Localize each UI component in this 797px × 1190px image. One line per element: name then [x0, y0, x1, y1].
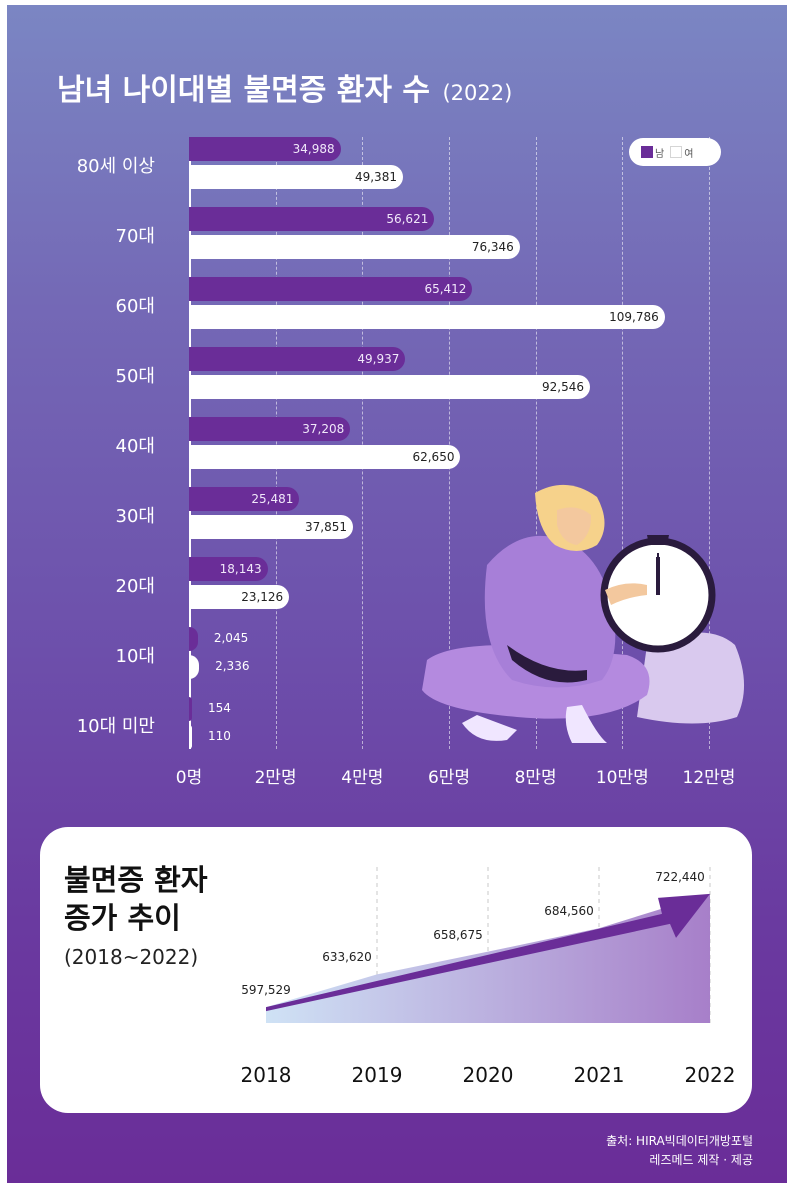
- gridline: [535, 137, 537, 749]
- chart-title-year: (2022): [442, 81, 513, 105]
- male-bar: 65,412: [189, 277, 473, 301]
- bar-value-label: 56,621: [386, 212, 429, 226]
- trend-value-label: 633,620: [322, 950, 372, 965]
- bar-value-label: 2,045: [213, 631, 249, 645]
- bar-value-label: 65,412: [424, 282, 467, 296]
- category-label: 60대: [115, 296, 155, 317]
- bar-value-label: 34,988: [292, 142, 335, 156]
- gridline: [622, 137, 624, 749]
- legend-swatch-female: [670, 146, 683, 158]
- male-bar: 34,988: [189, 137, 341, 161]
- bar-value-label: 49,381: [354, 170, 397, 184]
- gridline: [709, 137, 710, 749]
- trend-value-label: 597,529: [241, 983, 291, 998]
- female-bar: 109,786: [189, 305, 665, 329]
- woman-clock-illustration: [422, 484, 745, 743]
- female-bar: 37,851: [189, 515, 354, 539]
- trend-panel: 불면증 환자 증가 추이 (2018~2022) 597,529 2018 633,…: [40, 827, 752, 1113]
- trend-year-label: 2020: [462, 1063, 514, 1087]
- female-bar: 76,346: [189, 235, 520, 259]
- category-label: 10대: [115, 646, 155, 667]
- category-label: 70대: [115, 226, 155, 247]
- chart-title: 남녀 나이대별 불면증 환자 수 (2022): [57, 73, 513, 108]
- bar-value-label: 37,851: [305, 520, 348, 534]
- trend-value-label: 658,675: [433, 927, 483, 942]
- male-bar: 18,143: [189, 557, 268, 581]
- bar-value-label: 2,336: [215, 659, 250, 673]
- bar-value-label: 109,786: [609, 310, 659, 324]
- source-note: 출처: HIRA빅데이터개방포털 레즈메드 제작 · 제공: [606, 1132, 753, 1170]
- x-tick-label: 10만명: [595, 768, 649, 788]
- x-tick-label: 6만명: [427, 768, 471, 788]
- female-bar: 49,381: [189, 165, 403, 189]
- female-bar: 110: [189, 725, 231, 749]
- category-label: 20대: [115, 576, 155, 597]
- category-label: 30대: [115, 506, 155, 527]
- x-tick-label: 12만명: [682, 768, 736, 788]
- gridline: [275, 137, 277, 749]
- trend-subtitle: (2018~2022): [64, 945, 199, 969]
- trend-arrow: [266, 893, 710, 1012]
- male-bar: 37,208: [189, 417, 351, 441]
- trend-year-label: 2018: [240, 1063, 292, 1087]
- legend-swatch-male: [641, 146, 653, 158]
- trend-value-label: 722,440: [655, 869, 705, 884]
- x-tick-label: 2만명: [254, 768, 297, 788]
- infographic-poster: 남녀 나이대별 불면증 환자 수 (2022) 남 여 0명 2만명 4만명 6만명 8…: [7, 5, 787, 1183]
- trend-title-line-1: 불면증 환자: [64, 863, 208, 897]
- bar-value-label: 62,650: [412, 450, 455, 464]
- trend-year-label: 2021: [573, 1063, 625, 1087]
- bar-value-label: 23,126: [241, 590, 284, 604]
- category-label: 10대 미만: [76, 716, 155, 737]
- bar-value-label: 92,546: [542, 380, 585, 394]
- bar-value-label: 37,208: [302, 422, 345, 436]
- bar-value-label: 18,143: [219, 562, 262, 576]
- bar-value-label: 76,346: [471, 240, 514, 254]
- male-bar: 25,481: [189, 487, 300, 511]
- trend-svg: [266, 867, 711, 1023]
- trend-year-label: 2022: [684, 1063, 736, 1087]
- source-line-2: 레즈메드 제작 · 제공: [649, 1153, 753, 1167]
- trend-title-line-2: 증가 추이: [64, 901, 181, 935]
- trend-value-label: 684,560: [544, 904, 594, 919]
- category-label: 40대: [115, 436, 155, 457]
- trend-year-label: 2019: [351, 1063, 403, 1087]
- x-tick-label: 0명: [175, 768, 203, 788]
- category-label: 50대: [115, 366, 155, 387]
- female-bar: 92,546: [189, 375, 591, 399]
- male-bar: 2,045: [189, 627, 248, 651]
- gridline: [449, 137, 450, 749]
- female-bar: 2,336: [189, 655, 249, 679]
- trend-title: 불면증 환자 증가 추이: [64, 861, 208, 937]
- gridline: [362, 137, 364, 749]
- source-line-1: 출처: HIRA빅데이터개방포털: [606, 1134, 753, 1148]
- bar-value-label: 110: [208, 729, 231, 743]
- legend-label-male: 남: [655, 148, 665, 160]
- legend-label-female: 여: [684, 148, 694, 160]
- x-tick-label: 4만명: [341, 768, 384, 788]
- x-tick-label: 8만명: [514, 768, 557, 788]
- bar-value-label: 49,937: [357, 352, 400, 366]
- female-bar: 62,650: [189, 445, 461, 469]
- male-bar: 49,937: [189, 347, 406, 371]
- male-bar: 56,621: [189, 207, 435, 231]
- zero-axis: [189, 137, 191, 749]
- category-label: 80세 이상: [76, 156, 155, 177]
- bar-value-label: 154: [208, 701, 231, 715]
- female-bar: 23,126: [189, 585, 290, 609]
- legend: 남 여: [629, 138, 721, 166]
- bar-value-label: 25,481: [251, 492, 294, 506]
- male-bar: 154: [189, 697, 231, 721]
